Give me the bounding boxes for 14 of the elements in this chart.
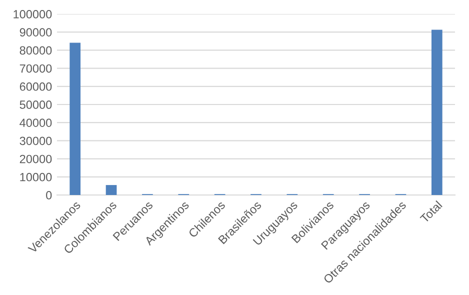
y-tick-label: 60000 bbox=[20, 82, 52, 91]
y-tick-label: 50000 bbox=[20, 100, 52, 109]
y-tick-label: 90000 bbox=[20, 28, 52, 36]
y-tick-label: 80000 bbox=[20, 46, 52, 55]
y-tick-label: 20000 bbox=[20, 154, 52, 164]
bar bbox=[431, 30, 442, 195]
y-tick-label: 30000 bbox=[20, 136, 52, 146]
bar bbox=[106, 185, 117, 195]
y-tick-label: 70000 bbox=[20, 64, 52, 73]
y-tick-label: 40000 bbox=[20, 118, 52, 127]
bar bbox=[70, 42, 81, 195]
y-tick-label: 100000 bbox=[14, 10, 52, 18]
y-tick-label: 0 bbox=[46, 191, 52, 200]
y-tick-label: 10000 bbox=[20, 172, 52, 182]
